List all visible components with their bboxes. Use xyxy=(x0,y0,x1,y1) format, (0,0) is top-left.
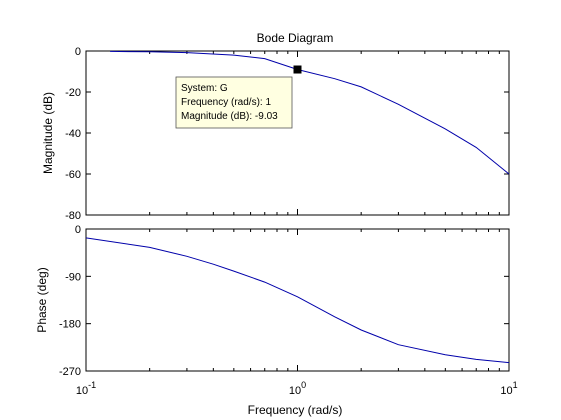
magnitude-panel: 0 -20 -40 -60 -80 System: G Frequency (rad/s… xyxy=(65,46,510,222)
x-tick-label: 101 xyxy=(500,380,517,397)
phase-ytick-label: -180 xyxy=(59,319,81,331)
magnitude-ytick-label: -20 xyxy=(65,87,81,99)
magnitude-ytick-label: -40 xyxy=(65,128,81,140)
phase-ytick-label: -270 xyxy=(59,366,81,378)
x-tick-label: 100 xyxy=(289,380,306,397)
datatip[interactable]: System: G Frequency (rad/s): 1 Magnitude… xyxy=(175,76,293,129)
magnitude-ytick-label: -80 xyxy=(65,210,81,222)
magnitude-axes-box xyxy=(85,50,510,216)
phase-axes-box xyxy=(85,228,510,372)
phase-series-line xyxy=(85,237,510,364)
chart-title: Bode Diagram xyxy=(257,31,334,45)
datatip-marker[interactable] xyxy=(293,65,302,74)
datatip-box xyxy=(175,76,293,129)
magnitude-ytick-label: 0 xyxy=(75,46,81,58)
phase-axis-label: Phase (deg) xyxy=(35,267,49,332)
datatip-line-system: System: G xyxy=(181,83,228,94)
datatip-line-frequency: Frequency (rad/s): 1 xyxy=(181,97,271,108)
x-axis-label: Frequency (rad/s) xyxy=(248,403,343,417)
phase-ytick-label: -90 xyxy=(65,271,81,283)
magnitude-ytick-label: -60 xyxy=(65,169,81,181)
x-tick-label: 10-1 xyxy=(76,380,96,397)
magnitude-series-line xyxy=(110,50,510,175)
datatip-line-magnitude: Magnitude (dB): -9.03 xyxy=(181,111,278,122)
phase-panel: 0 -90 -180 -270 xyxy=(59,224,510,378)
phase-ytick-label: 0 xyxy=(75,224,81,236)
magnitude-axis-label: Magnitude (dB) xyxy=(41,92,55,174)
